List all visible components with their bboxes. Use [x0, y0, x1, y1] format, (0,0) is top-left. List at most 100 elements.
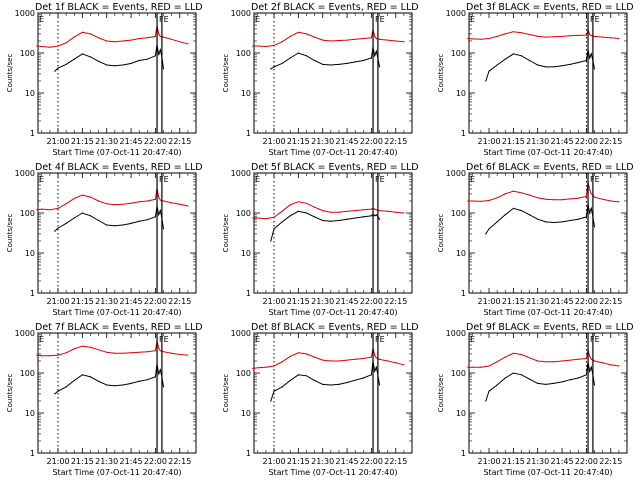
- y-axis-label: Counts/sec: [437, 54, 445, 93]
- events-point: [561, 381, 563, 383]
- plot-frame: [37, 12, 197, 134]
- events-point: [512, 53, 515, 55]
- lld-point: [162, 351, 165, 353]
- events-point: [537, 64, 539, 66]
- lld-point: [553, 199, 555, 201]
- y-tick-label: 1: [461, 129, 466, 138]
- events-point: [65, 63, 67, 65]
- lld-point: [504, 33, 506, 35]
- events-point: [98, 380, 100, 382]
- y-axis-label: Counts/sec: [437, 214, 445, 253]
- lld-point: [585, 357, 588, 360]
- lld-point: [374, 354, 376, 356]
- events-point: [162, 228, 165, 230]
- events-point: [362, 377, 364, 379]
- events-point: [122, 64, 124, 66]
- lld-point: [171, 202, 173, 204]
- lld-point: [89, 196, 92, 198]
- events-point: [375, 50, 377, 52]
- x-tick-label: 22:15: [168, 297, 191, 306]
- events-series-line: [270, 210, 380, 242]
- lld-point: [36, 45, 38, 47]
- lld-point: [472, 366, 474, 368]
- panel-title: Det 9f BLACK = Events, RED = LLD: [466, 322, 634, 333]
- lld-point: [610, 364, 612, 366]
- lld-point: [512, 352, 515, 354]
- lld-point: [297, 352, 299, 354]
- events-point: [158, 373, 160, 375]
- events-point: [106, 64, 108, 66]
- lld-point: [159, 35, 161, 38]
- lld-point: [577, 358, 579, 360]
- panel-title: Det 7f BLACK = Events, RED = LLD: [35, 322, 203, 333]
- x-tick-label: 21:30: [526, 137, 549, 146]
- x-axis-label: Start Time (07-Oct-11 20:47:40): [483, 468, 612, 477]
- x-tick-label: 21:15: [287, 457, 310, 466]
- events-point: [54, 70, 56, 72]
- lld-point: [354, 358, 356, 360]
- x-tick-label: 21:00: [262, 137, 285, 146]
- lld-point: [159, 199, 161, 201]
- events-point: [297, 52, 299, 54]
- events-point: [577, 377, 579, 379]
- events-point: [130, 222, 132, 224]
- lld-point: [512, 31, 515, 33]
- plot-frame: [37, 172, 197, 294]
- events-point: [346, 381, 348, 384]
- lld-point: [265, 366, 267, 368]
- lld-point: [138, 351, 140, 353]
- e-marker-label: E: [39, 175, 44, 184]
- fe-marker-label: FE: [375, 335, 385, 344]
- x-tick-label: 21:30: [95, 137, 118, 146]
- e-marker-label: E: [255, 175, 260, 184]
- lld-point: [106, 40, 108, 42]
- events-point: [569, 379, 571, 381]
- events-point: [54, 393, 56, 395]
- lld-point: [305, 202, 308, 204]
- lld-point: [179, 353, 181, 356]
- events-point: [374, 215, 376, 217]
- y-axis-label: Counts/sec: [222, 54, 230, 93]
- y-tick-label: 1: [246, 289, 251, 298]
- lld-point: [561, 35, 563, 38]
- events-point: [162, 68, 165, 70]
- y-tick-label: 100: [20, 209, 35, 218]
- events-point: [488, 228, 490, 230]
- lld-point: [618, 37, 620, 40]
- panel-title: Det 4f BLACK = Events, RED = LLD: [35, 162, 203, 173]
- events-point: [496, 384, 498, 386]
- lld-point: [49, 355, 51, 357]
- x-tick-label: 22:15: [168, 137, 191, 146]
- lld-point: [330, 40, 332, 42]
- events-point: [122, 224, 124, 226]
- lld-point: [374, 35, 376, 38]
- lld-point: [561, 199, 563, 201]
- events-point: [281, 386, 283, 388]
- lld-point: [378, 210, 381, 212]
- lld-point: [273, 44, 275, 47]
- lld-point: [520, 192, 523, 194]
- lld-point: [314, 36, 316, 38]
- lld-point: [73, 348, 75, 350]
- y-tick-label: 10: [241, 409, 251, 418]
- lld-point: [403, 212, 405, 214]
- lld-point: [593, 360, 596, 362]
- events-point: [585, 374, 588, 376]
- y-tick-label: 100: [20, 369, 35, 378]
- lld-point: [589, 355, 591, 357]
- fe-marker-label: FE: [159, 15, 169, 24]
- x-tick-label: 21:15: [287, 137, 310, 146]
- events-point: [529, 378, 531, 380]
- y-tick-label: 1000: [446, 169, 466, 178]
- y-tick-label: 1000: [15, 169, 35, 178]
- x-tick-label: 22:00: [575, 457, 598, 466]
- lld-point: [314, 356, 316, 358]
- x-tick-label: 22:15: [599, 457, 622, 466]
- lld-point: [314, 206, 316, 208]
- lld-point: [106, 203, 108, 205]
- events-point: [81, 374, 83, 376]
- x-tick-label: 21:00: [477, 297, 500, 306]
- y-tick-label: 1: [246, 449, 251, 458]
- y-tick-label: 10: [241, 249, 251, 258]
- lld-point: [370, 208, 372, 210]
